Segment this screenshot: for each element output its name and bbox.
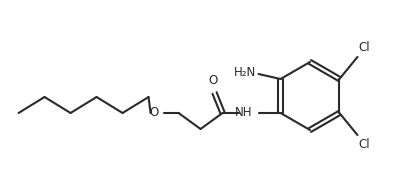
Text: Cl: Cl: [359, 138, 370, 151]
Text: Cl: Cl: [359, 41, 370, 54]
Text: O: O: [208, 74, 217, 87]
Text: H₂N: H₂N: [234, 66, 256, 79]
Text: NH: NH: [235, 107, 253, 119]
Text: O: O: [149, 107, 158, 119]
